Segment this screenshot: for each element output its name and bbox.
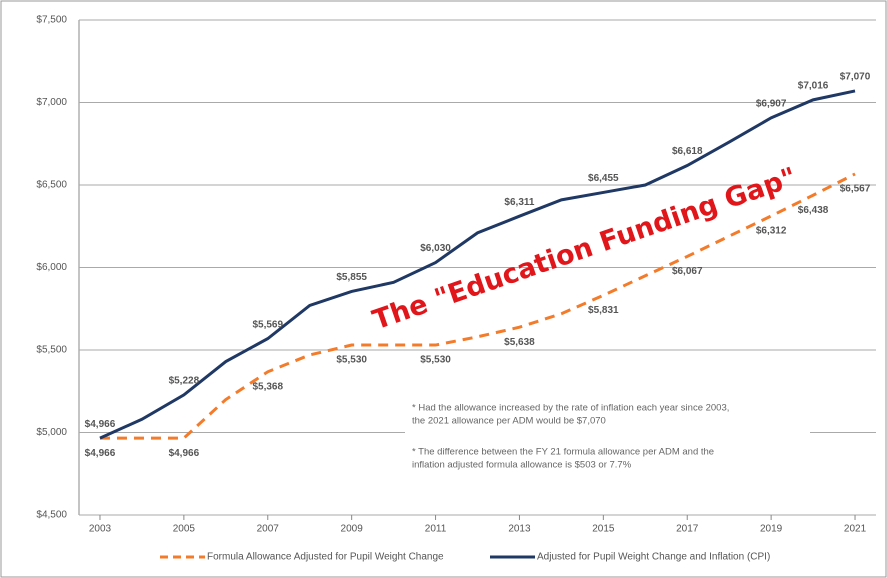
x-tick-label: 2013 [508,524,531,535]
value-label: $5,638 [504,337,535,348]
value-label: $5,831 [588,305,619,316]
series-line [99,172,856,440]
value-label: $6,030 [420,243,451,254]
y-tick-label: $4,500 [36,510,67,521]
value-label: $6,907 [756,98,787,109]
x-tick-label: 2011 [425,524,447,535]
x-tick-label: 2009 [341,524,364,535]
value-label: $5,530 [336,355,367,366]
value-label: $5,569 [252,319,283,330]
value-label: $6,067 [672,266,703,277]
note: * The difference between the FY 21 formu… [412,447,714,458]
value-label: $4,966 [85,419,116,430]
y-tick-label: $5,500 [36,345,67,356]
x-tick-label: 2021 [844,524,867,535]
value-label: $6,455 [588,173,619,184]
x-tick-label: 2005 [173,524,196,535]
y-tick-label: $6,500 [36,180,67,191]
y-tick-label: $7,500 [36,15,67,26]
x-tick-label: 2007 [257,524,280,535]
value-label: $7,016 [798,81,829,92]
legend-label: Formula Allowance Adjusted for Pupil Wei… [207,552,444,563]
x-tick-label: 2015 [592,524,615,535]
note: * Had the allowance increased by the rat… [412,403,729,414]
value-label: $5,228 [169,376,200,387]
value-label: $6,311 [504,197,534,208]
value-label: $4,966 [85,448,116,459]
value-label: $6,312 [756,226,787,237]
y-tick-label: $7,000 [36,97,67,108]
legend-label: Adjusted for Pupil Weight Change and Inf… [537,552,770,563]
note: the 2021 allowance per ADM would be $7,0… [412,416,606,427]
value-label: $7,070 [840,72,871,83]
note: inflation adjusted formula allowance is … [412,460,632,471]
notes-box [405,395,810,485]
x-tick-label: 2017 [676,524,699,535]
value-label: $4,966 [169,448,200,459]
y-tick-label: $6,000 [36,262,67,273]
value-label: $6,567 [840,184,871,195]
series-line [99,89,856,440]
value-label: $5,368 [252,381,283,392]
value-label: $5,530 [420,355,451,366]
value-label: $5,855 [336,272,367,283]
x-tick-label: 2003 [89,524,112,535]
x-tick-label: 2019 [760,524,783,535]
y-tick-label: $5,000 [36,427,67,438]
value-label: $6,618 [672,146,703,157]
value-label: $6,438 [798,205,829,216]
